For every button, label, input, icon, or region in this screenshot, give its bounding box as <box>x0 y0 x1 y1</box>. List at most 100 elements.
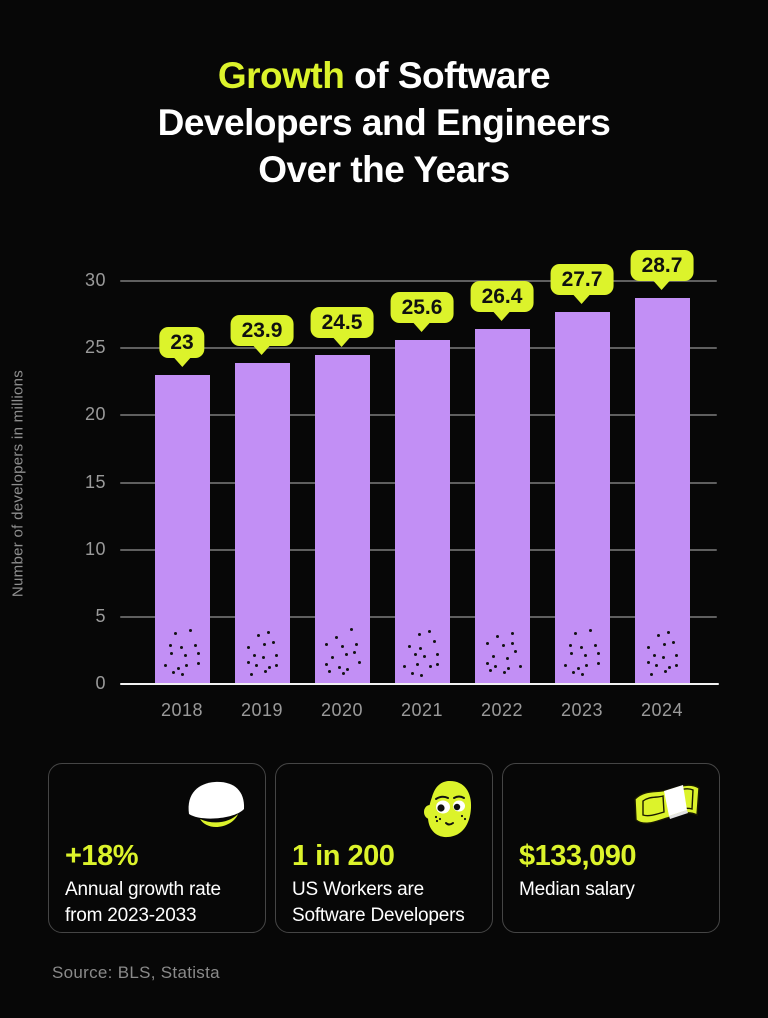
bar-texture-dot <box>344 653 348 656</box>
bar-texture-dot <box>427 630 431 633</box>
bar-texture-dot <box>573 632 577 635</box>
bar-texture-dot <box>184 664 188 667</box>
bar-texture-dot <box>571 671 575 674</box>
bar-texture-dot <box>357 661 361 664</box>
title-line-2: Developers and Engineers <box>157 102 611 143</box>
y-tick-label-20: 20 <box>84 404 106 425</box>
bar-texture-dot <box>402 665 406 668</box>
title-highlight: Growth <box>217 55 345 96</box>
bar-2024 <box>634 298 690 684</box>
title-line-1: Growth of Software <box>217 55 551 96</box>
bar-texture-dot <box>674 654 678 657</box>
bar-texture-dot <box>410 672 414 675</box>
source-text: Source: BLS, Statista <box>52 963 220 982</box>
bar-texture-dot <box>261 656 265 659</box>
bar-texture-dot <box>271 641 275 644</box>
bar-2018 <box>154 375 210 684</box>
bar-texture-dot <box>569 652 573 655</box>
bar-texture-dot <box>666 631 670 634</box>
x-axis-line <box>120 683 719 685</box>
bar-texture-dot <box>327 670 331 673</box>
bar-texture-dot <box>415 663 419 666</box>
bar-texture-dot <box>485 642 489 645</box>
stat-card-growth-rate: +18% Annual growth rate from 2023-2033 <box>48 763 266 933</box>
bar-2023 <box>554 311 610 684</box>
bar-texture-dot <box>485 662 489 665</box>
bar-texture-dot <box>418 647 422 650</box>
y-tick-label-0: 0 <box>95 673 106 693</box>
bar-texture-dot <box>491 655 495 658</box>
bar-texture-dot <box>510 632 514 635</box>
bar-texture-dot <box>173 632 177 635</box>
stat-description: Annual growth rate from 2023-2033 <box>65 879 221 926</box>
bar-texture-dot <box>274 664 278 667</box>
hard-hat-icon <box>183 779 249 836</box>
value-callout-2024: 28.7 <box>630 250 694 282</box>
bar-texture-dot <box>518 665 522 668</box>
x-tick-label-2018: 2018 <box>160 700 204 720</box>
bar-texture-dot <box>579 646 583 649</box>
bar-texture-dot <box>274 654 278 657</box>
bar-texture-dot <box>596 662 600 665</box>
bar-texture-dot <box>176 667 180 670</box>
stat-description: Median salary <box>519 879 635 900</box>
bar-texture-dot <box>254 664 258 667</box>
bar-texture-dot <box>179 646 183 649</box>
bar-texture-dot <box>646 661 650 664</box>
x-tick-label-2020: 2020 <box>320 700 364 720</box>
bar-texture-dot <box>654 664 658 667</box>
bar-texture-dot <box>488 669 492 672</box>
bar-2022 <box>474 329 530 684</box>
bar-texture-dot <box>663 670 667 673</box>
bar-texture-dot <box>580 673 584 676</box>
bar-texture-dot <box>505 657 509 660</box>
y-tick-label-30: 30 <box>84 270 106 290</box>
x-tick-label-2019: 2019 <box>240 700 284 720</box>
bar-texture-dot <box>324 643 328 646</box>
bar-texture-dot <box>196 662 200 665</box>
y-tick-label-25: 25 <box>84 337 106 358</box>
bar-texture-dot <box>656 634 660 637</box>
bar-texture-dot <box>506 667 510 670</box>
bar-texture-dot <box>252 654 256 657</box>
bar-texture-dot <box>266 631 270 634</box>
bar-texture-dot <box>646 646 650 649</box>
bar-texture-dot <box>262 643 266 646</box>
bar-texture-dot <box>345 668 349 671</box>
bar-texture-dot <box>193 644 197 647</box>
bar-texture-dot <box>354 643 358 646</box>
bar-texture-dot <box>435 663 439 666</box>
bar-2019 <box>234 362 290 684</box>
bar-texture-dot <box>568 644 572 647</box>
bar-texture-dot <box>584 664 588 667</box>
page-title: Growth of Software Developers and Engine… <box>0 52 768 193</box>
bar-texture-dot <box>334 636 338 639</box>
value-callout-2019: 23.9 <box>230 314 294 346</box>
bar-texture-dot <box>596 652 600 655</box>
bar-texture-dot <box>510 642 514 645</box>
bar-texture-dot <box>413 653 417 656</box>
y-tick-label-5: 5 <box>95 605 106 626</box>
y-tick-label-15: 15 <box>84 471 106 492</box>
bar-2021 <box>394 340 450 684</box>
bar-2020 <box>314 354 370 684</box>
bar-texture-dot <box>667 666 671 669</box>
bar-texture-dot <box>168 644 172 647</box>
stat-value: 1 in 200 <box>292 840 395 872</box>
bar-texture-dot <box>169 652 173 655</box>
bar-texture-dot <box>513 650 517 653</box>
bar-texture-dot <box>330 656 334 659</box>
x-tick-label-2021: 2021 <box>400 700 444 720</box>
bar-texture-dot <box>502 671 506 674</box>
value-callout-2023: 27.7 <box>550 263 614 295</box>
bar-texture-dot <box>419 674 423 677</box>
bar-texture-dot <box>417 633 421 636</box>
y-axis-title: Number of developers in millions <box>9 369 27 598</box>
bar-texture-dot <box>583 654 587 657</box>
bar-texture-dot <box>180 673 184 676</box>
value-callout-2022: 26.4 <box>470 281 534 313</box>
bar-texture-dot <box>649 673 653 676</box>
stat-card-median-salary: $133,090 Median salary <box>502 763 720 933</box>
bar-texture-dot <box>352 651 356 654</box>
